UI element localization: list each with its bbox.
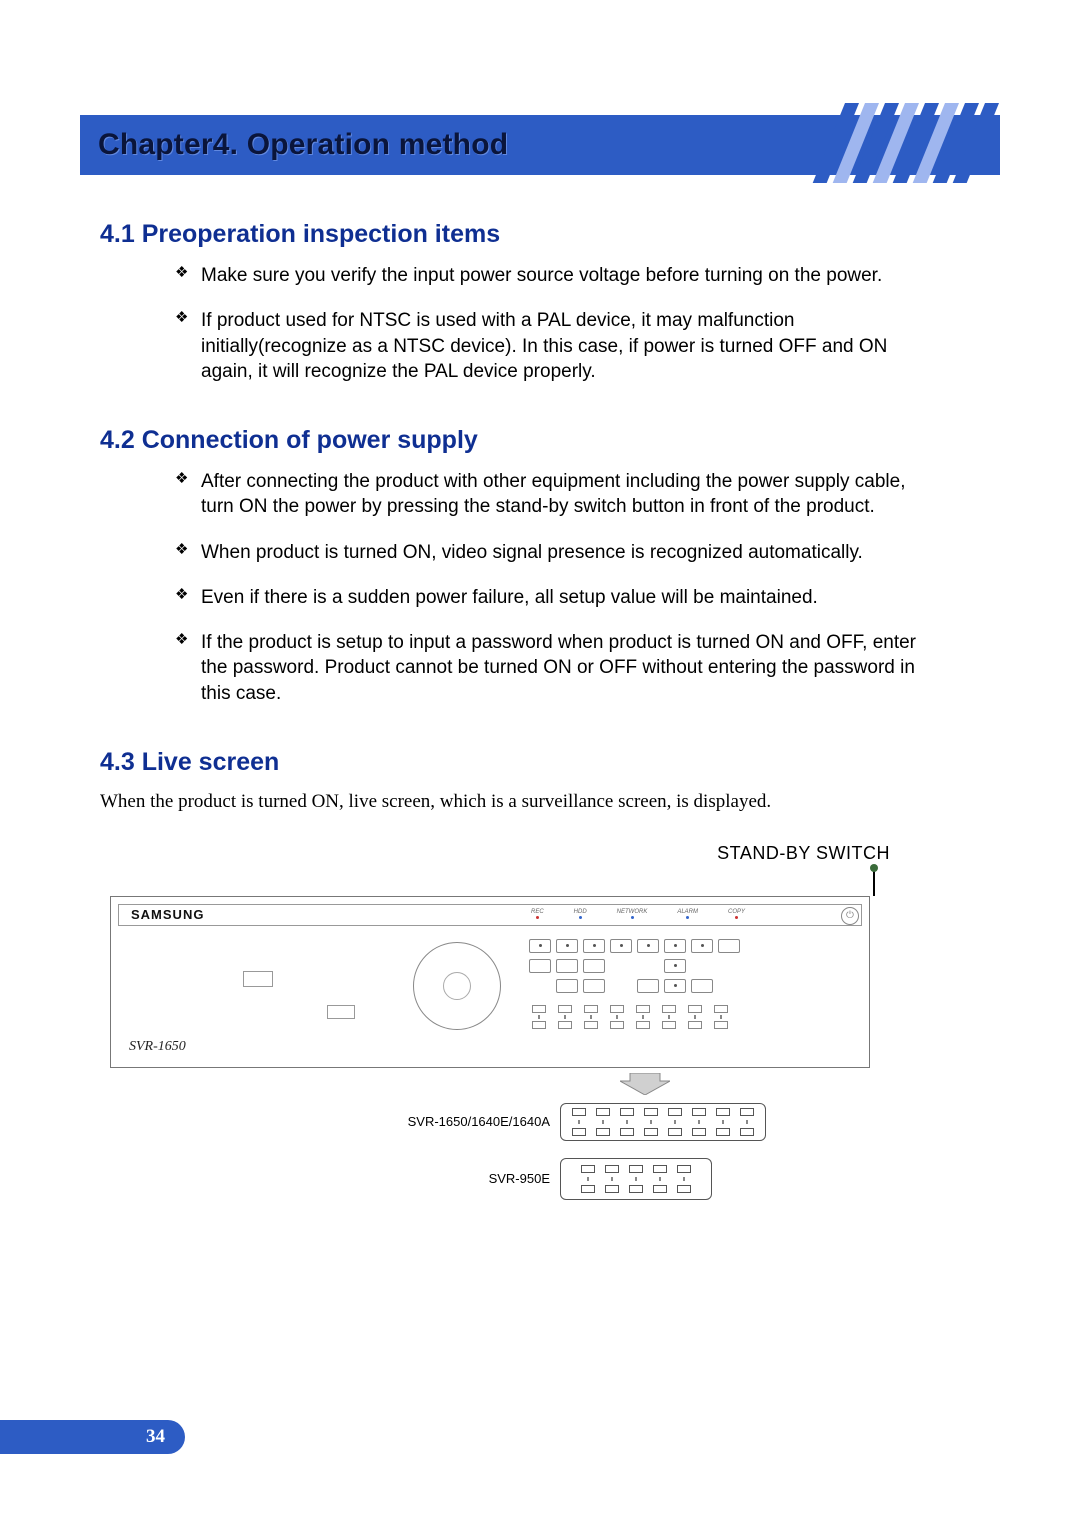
channel-button-icon [593, 1108, 613, 1136]
arrow-down-icon [620, 1073, 670, 1095]
control-button [529, 959, 551, 973]
channel-button-icon [665, 1108, 685, 1136]
list-item: After connecting the product with other … [175, 469, 938, 520]
channel-button-row [529, 1005, 829, 1029]
variant-label: SVR-1650/1640E/1640A [380, 1114, 550, 1129]
channel-button-icon [685, 1005, 705, 1029]
standby-pointer-line [873, 868, 875, 896]
channel-button-icon [529, 1005, 549, 1029]
control-button [691, 939, 713, 953]
status-led: REC [531, 909, 544, 919]
intro-4-3: When the product is turned ON, live scre… [100, 791, 1000, 813]
status-led: NETWORK [617, 909, 648, 919]
channel-button-icon [675, 1165, 693, 1193]
channel-button-icon [555, 1005, 575, 1029]
channel-button-icon [579, 1165, 597, 1193]
channel-button-icon [659, 1005, 679, 1029]
channel-button-icon [569, 1108, 589, 1136]
channel-button-icon [627, 1165, 645, 1193]
control-button [556, 959, 578, 973]
card-slot-icon [243, 971, 273, 987]
device-model-label: SVR-1650 [129, 1039, 186, 1055]
heading-4-3: 4.3 Live screen [100, 748, 1000, 777]
control-button-grid [529, 939, 829, 1029]
chapter-title: Chapter4. Operation method [98, 128, 508, 162]
channel-button-icon [711, 1005, 731, 1029]
page-number: 34 [146, 1426, 165, 1448]
control-button [664, 979, 686, 993]
device-figure: STAND-BY SWITCH SAMSUNG SVR-1650 REC HDD… [80, 843, 1000, 1203]
power-button-icon: ⏻ [841, 907, 859, 925]
status-led: ALARM [677, 909, 698, 919]
device-logo: SAMSUNG [131, 907, 204, 922]
device-front-panel: SAMSUNG SVR-1650 REC HDD NETWORK ALARM C… [110, 896, 870, 1068]
list-item: Make sure you verify the input power sou… [175, 263, 938, 288]
channel-panel-9 [560, 1158, 712, 1200]
control-button [556, 979, 578, 993]
control-button [583, 979, 605, 993]
status-led: COPY [728, 909, 745, 919]
control-button [637, 979, 659, 993]
heading-4-1: 4.1 Preoperation inspection items [100, 220, 1000, 249]
control-button [664, 959, 686, 973]
heading-4-2: 4.2 Connection of power supply [100, 426, 1000, 455]
status-led-strip: REC HDD NETWORK ALARM COPY [531, 909, 791, 919]
page-number-tab: 34 [0, 1420, 185, 1454]
channel-button-icon [633, 1005, 653, 1029]
list-item: Even if there is a sudden power failure,… [175, 585, 938, 610]
eject-button-icon [327, 1005, 355, 1019]
channel-button-icon [641, 1108, 661, 1136]
channel-button-icon [603, 1165, 621, 1193]
control-button [583, 959, 605, 973]
control-button [691, 979, 713, 993]
control-button [637, 939, 659, 953]
variant-label: SVR-950E [380, 1171, 550, 1186]
bullets-4-2: After connecting the product with other … [175, 469, 938, 706]
control-button [529, 939, 551, 953]
bullets-4-1: Make sure you verify the input power sou… [175, 263, 938, 384]
jog-dial-icon [413, 942, 501, 1030]
list-item: If the product is setup to input a passw… [175, 630, 938, 706]
control-button [583, 939, 605, 953]
control-button [556, 939, 578, 953]
channel-panel-16 [560, 1103, 766, 1141]
control-button [718, 939, 740, 953]
chapter-banner: Chapter4. Operation method [80, 100, 1000, 175]
channel-button-icon [713, 1108, 733, 1136]
channel-button-icon [651, 1165, 669, 1193]
control-button [610, 939, 632, 953]
standby-switch-label: STAND-BY SWITCH [717, 843, 890, 864]
channel-button-icon [689, 1108, 709, 1136]
status-led: HDD [574, 909, 587, 919]
channel-button-icon [607, 1005, 627, 1029]
channel-button-icon [617, 1108, 637, 1136]
banner-bar: Chapter4. Operation method [80, 115, 1000, 175]
control-button [664, 939, 686, 953]
channel-button-icon [581, 1005, 601, 1029]
variant-row-2: SVR-950E [380, 1158, 712, 1200]
channel-button-icon [737, 1108, 757, 1136]
list-item: If product used for NTSC is used with a … [175, 308, 938, 384]
variant-row-1: SVR-1650/1640E/1640A [380, 1103, 766, 1141]
page-content: Chapter4. Operation method 4.1 Preoperat… [0, 0, 1080, 1203]
list-item: When product is turned ON, video signal … [175, 540, 938, 565]
